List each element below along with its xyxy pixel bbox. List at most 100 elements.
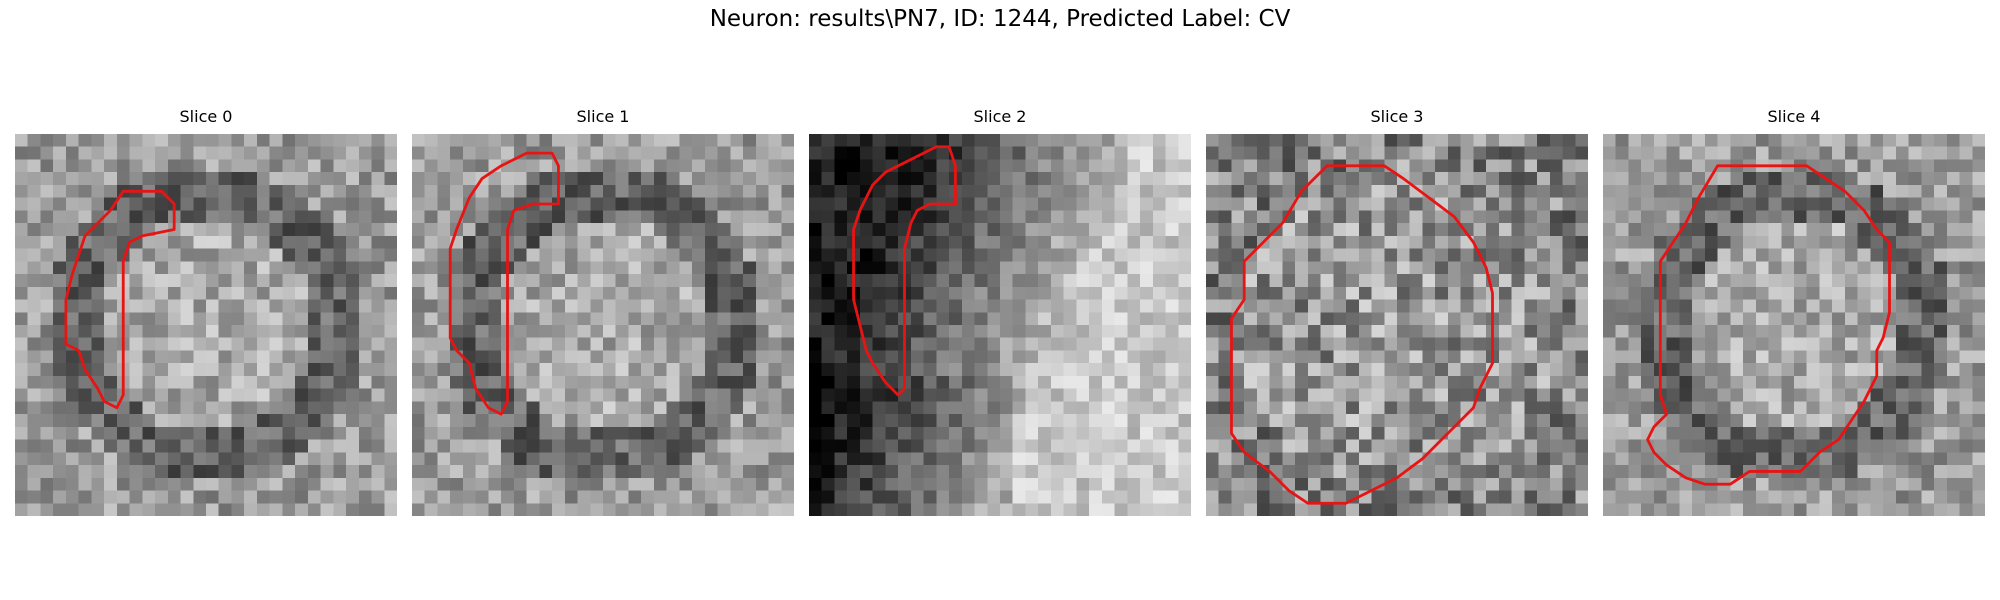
image-pixel (1781, 223, 1795, 237)
image-pixel (488, 172, 502, 186)
image-pixel (1679, 159, 1693, 173)
image-pixel (180, 337, 194, 351)
image-pixel (180, 159, 194, 173)
image-pixel (1692, 325, 1706, 338)
image-pixel (1422, 477, 1436, 491)
image-pixel (231, 235, 245, 249)
image-pixel (885, 490, 899, 504)
image-pixel (1628, 312, 1642, 326)
image-pixel (1333, 248, 1347, 262)
image-pixel (1244, 414, 1258, 428)
image-pixel (910, 274, 924, 288)
image-pixel (1972, 223, 1985, 237)
image-pixel (1397, 261, 1410, 275)
image-pixel (1333, 439, 1347, 453)
image-pixel (1346, 350, 1360, 364)
image-pixel (1959, 414, 1973, 428)
image-pixel (1206, 299, 1219, 313)
image-pixel (1895, 261, 1909, 275)
image-pixel (384, 235, 397, 249)
image-pixel (847, 439, 861, 453)
image-pixel (27, 248, 41, 262)
image-pixel (974, 350, 988, 364)
image-pixel (859, 375, 873, 389)
image-pixel (1346, 312, 1360, 326)
image-pixel (437, 350, 451, 364)
image-pixel (1063, 490, 1077, 504)
image-pixel (256, 426, 270, 440)
image-pixel (307, 274, 321, 288)
image-pixel (65, 223, 79, 237)
image-pixel (1000, 350, 1013, 364)
image-pixel (1127, 375, 1141, 389)
image-pixel (1178, 375, 1191, 389)
image-pixel (526, 477, 540, 491)
image-pixel (628, 337, 642, 351)
image-pixel (1498, 477, 1512, 491)
image-pixel (1409, 146, 1423, 160)
image-pixel (1460, 388, 1474, 402)
image-pixel (424, 248, 438, 262)
image-pixel (78, 401, 92, 415)
image-pixel (358, 248, 372, 262)
image-pixel (1679, 325, 1693, 338)
image-pixel (167, 363, 181, 377)
image-pixel (1844, 439, 1858, 453)
image-pixel (295, 210, 309, 224)
image-pixel (1397, 452, 1410, 466)
image-pixel (1218, 210, 1232, 224)
image-pixel (885, 337, 899, 351)
image-pixel (1269, 184, 1283, 198)
image-pixel (488, 261, 502, 275)
image-pixel (193, 146, 207, 160)
image-pixel (27, 375, 41, 389)
image-pixel (129, 503, 143, 516)
image-pixel (1575, 184, 1588, 198)
image-pixel (821, 210, 835, 224)
image-pixel (1692, 401, 1706, 415)
image-pixel (809, 210, 822, 224)
image-pixel (1653, 465, 1667, 479)
image-pixel (1320, 235, 1334, 249)
image-pixel (1870, 184, 1884, 198)
image-pixel (206, 172, 219, 186)
image-pixel (526, 159, 540, 173)
image-pixel (590, 286, 604, 300)
image-pixel (488, 248, 502, 262)
image-pixel (437, 210, 451, 224)
image-pixel (1114, 439, 1128, 453)
image-pixel (1244, 401, 1258, 415)
image-pixel (834, 223, 848, 237)
image-pixel (717, 375, 731, 389)
image-pixel (295, 274, 309, 288)
image-pixel (78, 490, 92, 504)
image-pixel (1025, 299, 1039, 313)
image-pixel (129, 325, 143, 338)
image-pixel (180, 426, 194, 440)
image-pixel (603, 274, 616, 288)
image-pixel (692, 426, 706, 440)
image-pixel (1101, 312, 1115, 326)
image-pixel (1178, 197, 1191, 211)
image-pixel (450, 465, 464, 479)
image-pixel (1666, 375, 1680, 389)
image-pixel (371, 477, 385, 491)
image-pixel (256, 388, 270, 402)
image-pixel (142, 172, 156, 186)
image-pixel (1333, 401, 1347, 415)
image-pixel (755, 312, 769, 326)
image-pixel (295, 452, 309, 466)
image-pixel (1511, 490, 1525, 504)
image-pixel (1946, 274, 1960, 288)
image-pixel (65, 503, 79, 516)
image-pixel (231, 503, 245, 516)
image-pixel (923, 375, 937, 389)
image-pixel (1460, 210, 1474, 224)
image-pixel (231, 299, 245, 313)
image-pixel (1371, 503, 1385, 516)
image-pixel (307, 299, 321, 313)
image-pixel (1959, 184, 1973, 198)
image-pixel (936, 439, 950, 453)
image-pixel (1012, 503, 1026, 516)
image-pixel (1409, 350, 1423, 364)
